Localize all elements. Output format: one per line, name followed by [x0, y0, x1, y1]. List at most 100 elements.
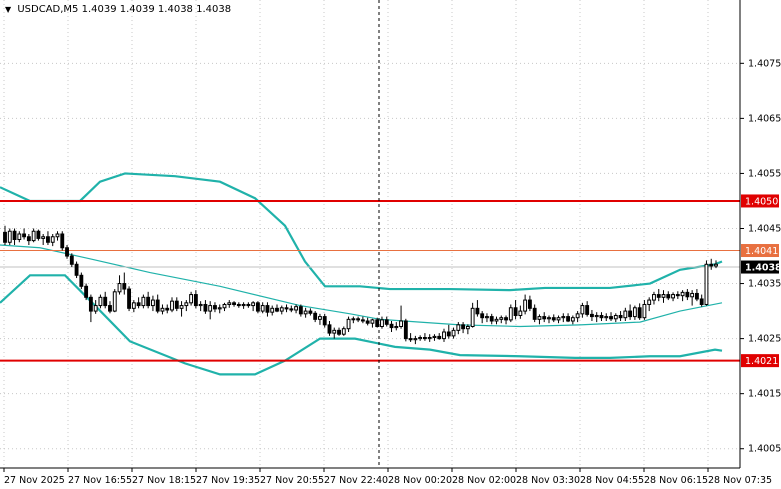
candlesticks	[3, 225, 718, 345]
candle-body	[174, 300, 179, 309]
candle-body	[255, 302, 260, 312]
candle-body	[547, 317, 551, 320]
candle-body	[456, 324, 461, 331]
candle-body	[499, 317, 504, 320]
candle-body	[532, 307, 537, 320]
y-tick-label: 1.4075	[748, 58, 781, 69]
candle-body	[160, 307, 165, 312]
candle-body	[275, 307, 279, 312]
candle-body	[41, 236, 46, 239]
bollinger-bands	[0, 172, 723, 376]
candle-body	[60, 233, 65, 249]
candle-body	[251, 302, 256, 307]
candle-body	[566, 316, 571, 322]
candle-body	[465, 325, 470, 330]
candle-body	[666, 294, 671, 299]
candle-body	[599, 314, 604, 319]
bollinger-middle-line	[0, 244, 723, 328]
candle-body	[98, 296, 103, 307]
candle-body	[69, 255, 74, 265]
candle-body	[117, 283, 122, 293]
candle-body	[508, 307, 513, 321]
candle-body	[442, 331, 446, 340]
candle-body	[618, 314, 623, 319]
candle-body	[294, 306, 299, 311]
candle-body	[246, 303, 251, 307]
bollinger-upper-line	[0, 172, 723, 292]
candle-body	[93, 305, 98, 312]
candle-body	[17, 233, 22, 241]
candle-body	[351, 318, 356, 321]
level-price-label-bg	[741, 354, 779, 368]
candle-body	[556, 317, 561, 321]
candle-body	[227, 302, 232, 305]
candle-body	[232, 302, 236, 305]
candle-body	[470, 307, 475, 327]
candle-body	[561, 316, 566, 319]
candle-body	[108, 305, 112, 312]
candle-body	[408, 338, 413, 341]
candle-body	[26, 236, 31, 242]
candle-body	[675, 294, 680, 297]
candle-body	[580, 305, 585, 315]
candle-body	[203, 303, 208, 312]
candle-body	[155, 299, 160, 312]
y-tick-label: 1.4065	[748, 113, 781, 124]
candle-body	[542, 316, 547, 320]
candle-body	[594, 314, 599, 318]
candle-body	[661, 294, 666, 298]
y-tick-label: 1.4035	[748, 279, 781, 290]
level-price-label: 1.4050	[745, 196, 778, 207]
symbol-label: USDCAD,M5	[17, 4, 79, 15]
candle-body	[327, 324, 332, 334]
candle-body	[370, 319, 375, 324]
candle-body	[189, 294, 194, 304]
candle-body	[88, 296, 93, 312]
x-tick-label: 27 Nov 18:15	[132, 475, 196, 486]
candle-body	[537, 316, 542, 320]
candle-body	[217, 307, 222, 310]
candle-body	[46, 236, 50, 243]
candle-body	[418, 337, 423, 340]
chart-header: ▼ USDCAD,M5 1.4039 1.4039 1.4038 1.4038	[5, 4, 231, 15]
candle-body	[213, 305, 217, 310]
candle-body	[394, 325, 399, 329]
candle-body	[413, 338, 418, 341]
candle-body	[284, 307, 289, 310]
bollinger-lower-line	[0, 274, 723, 376]
candle-body	[375, 319, 380, 327]
candle-body	[389, 323, 394, 329]
candle-body	[709, 263, 714, 267]
candle-body	[432, 335, 437, 339]
candle-body	[384, 319, 389, 325]
candle-body	[680, 291, 685, 297]
candle-body	[337, 329, 341, 335]
x-tick-label: 27 Nov 2025	[4, 475, 65, 486]
candle-body	[289, 308, 294, 311]
candle-body	[122, 283, 127, 290]
y-tick-label: 1.4045	[748, 223, 781, 234]
candle-body	[198, 303, 203, 307]
candle-body	[241, 303, 246, 307]
candle-body	[399, 320, 403, 327]
candle-body	[131, 302, 136, 309]
y-tick-label: 1.4055	[748, 168, 781, 179]
symbol-dropdown-icon[interactable]: ▼	[5, 5, 12, 14]
candle-body	[222, 303, 227, 309]
candle-body	[518, 310, 523, 316]
candle-body	[551, 317, 556, 321]
candle-body	[380, 319, 384, 327]
candle-body	[318, 316, 322, 320]
candle-body	[84, 285, 89, 298]
candle-body	[446, 331, 451, 337]
candle-body	[270, 307, 275, 313]
candle-body	[652, 294, 656, 301]
x-tick-label: 27 Nov 19:35	[196, 475, 260, 486]
candle-body	[671, 294, 675, 299]
candle-body	[313, 312, 318, 320]
candle-body	[141, 296, 146, 307]
level-price-label-bg	[741, 194, 779, 208]
candle-body	[165, 307, 170, 311]
candle-body	[575, 313, 580, 319]
